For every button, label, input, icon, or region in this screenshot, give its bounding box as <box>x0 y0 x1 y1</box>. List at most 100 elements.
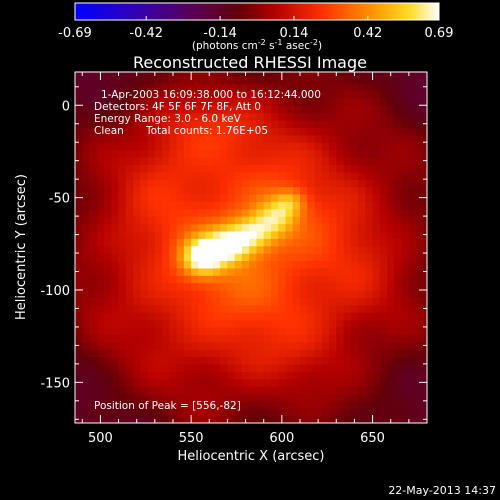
heatmap-pixel <box>314 386 323 395</box>
heatmap-pixel <box>365 75 374 84</box>
heatmap-pixel <box>401 216 410 225</box>
heatmap-pixel <box>343 341 352 350</box>
heatmap-pixel <box>125 90 134 99</box>
heatmap-pixel <box>249 105 258 114</box>
heatmap-pixel <box>111 253 120 261</box>
heatmap-pixel <box>82 223 91 232</box>
heatmap-pixel <box>343 149 352 158</box>
x-tick-label: 500 <box>88 431 113 446</box>
heatmap-pixel <box>118 238 127 247</box>
heatmap-pixel <box>96 312 105 321</box>
heatmap-pixel <box>82 193 91 202</box>
heatmap-pixel <box>307 326 316 335</box>
heatmap-pixel <box>234 186 243 195</box>
heatmap-pixel <box>154 105 163 114</box>
heatmap-pixel <box>271 193 279 202</box>
heatmap-pixel <box>212 201 221 210</box>
heatmap-pixel <box>125 415 134 423</box>
heatmap-pixel <box>387 349 395 358</box>
heatmap-pixel <box>96 356 105 365</box>
heatmap-pixel <box>292 363 301 372</box>
heatmap-pixel <box>227 127 236 136</box>
heatmap-pixel <box>111 97 120 106</box>
heatmap-pixel <box>198 157 207 165</box>
heatmap-pixel <box>408 120 417 128</box>
heatmap-pixel <box>314 267 323 276</box>
heatmap-pixel <box>263 230 272 239</box>
heatmap-pixel <box>249 260 258 269</box>
heatmap-pixel <box>365 334 374 343</box>
heatmap-pixel <box>292 120 301 128</box>
heatmap-pixel <box>75 186 83 195</box>
heatmap-pixel <box>387 282 395 291</box>
heatmap-pixel <box>401 127 410 136</box>
heatmap-pixel <box>118 105 127 114</box>
heatmap-pixel <box>125 186 134 195</box>
heatmap-pixel <box>176 304 185 313</box>
heatmap-pixel <box>82 245 91 254</box>
heatmap-pixel <box>104 97 112 106</box>
heatmap-pixel <box>205 312 214 321</box>
heatmap-pixel <box>154 208 163 217</box>
heatmap-pixel <box>307 275 316 284</box>
heatmap-pixel <box>89 223 98 232</box>
heatmap-pixel <box>176 105 185 114</box>
heatmap-pixel <box>104 341 112 350</box>
heatmap-pixel <box>89 127 98 136</box>
heatmap-pixel <box>365 349 374 358</box>
heatmap-pixel <box>183 149 192 158</box>
heatmap-pixel <box>154 223 163 232</box>
heatmap-pixel <box>263 304 272 313</box>
heatmap-pixel <box>162 230 170 239</box>
heatmap-pixel <box>365 312 374 321</box>
heatmap-pixel <box>220 223 229 232</box>
heatmap-pixel <box>416 127 424 136</box>
heatmap-pixel <box>249 282 258 291</box>
heatmap-pixel <box>140 171 149 180</box>
heatmap-pixel <box>263 356 272 365</box>
heatmap-pixel <box>329 120 337 128</box>
heatmap-pixel <box>292 326 301 335</box>
heatmap-pixel <box>198 371 207 380</box>
heatmap-pixel <box>147 267 156 276</box>
heatmap-pixel <box>249 193 258 202</box>
heatmap-pixel <box>169 363 178 372</box>
heatmap-pixel <box>285 142 294 151</box>
heatmap-pixel <box>198 312 207 321</box>
heatmap-pixel <box>154 275 163 284</box>
heatmap-pixel <box>205 282 214 291</box>
heatmap-pixel <box>104 230 112 239</box>
heatmap-pixel <box>350 201 359 210</box>
heatmap-pixel <box>249 201 258 210</box>
heatmap-pixel <box>140 186 149 195</box>
heatmap-pixel <box>227 245 236 254</box>
heatmap-pixel <box>75 112 83 121</box>
heatmap-pixel <box>350 349 359 358</box>
annotation-energy-range: Energy Range: 3.0 - 6.0 keV <box>94 113 242 125</box>
heatmap-pixel <box>140 223 149 232</box>
heatmap-pixel <box>176 201 185 210</box>
heatmap-pixel <box>365 267 374 276</box>
heatmap-pixel <box>234 72 243 77</box>
heatmap-pixel <box>408 238 417 247</box>
heatmap-pixel <box>104 201 112 210</box>
heatmap-pixel <box>329 171 337 180</box>
heatmap-pixel <box>140 72 149 77</box>
heatmap-pixel <box>133 142 141 151</box>
heatmap-pixel <box>154 282 163 291</box>
heatmap-pixel <box>205 164 214 173</box>
heatmap-pixel <box>220 415 229 423</box>
colorbar-units-label: (photons cm-2 s-1 asec-2) <box>192 38 322 52</box>
heatmap-pixel <box>82 378 91 387</box>
heatmap-pixel <box>379 356 388 365</box>
heatmap-pixel <box>212 393 221 402</box>
heatmap-pixel <box>147 208 156 217</box>
heatmap-pixel <box>314 230 323 239</box>
heatmap-pixel <box>234 319 243 328</box>
heatmap-pixel <box>307 341 316 350</box>
heatmap-pixel <box>271 334 279 343</box>
y-tick-label: -100 <box>40 284 70 299</box>
heatmap-pixel <box>300 90 308 99</box>
heatmap-pixel <box>314 297 323 306</box>
heatmap-pixel <box>249 378 258 387</box>
